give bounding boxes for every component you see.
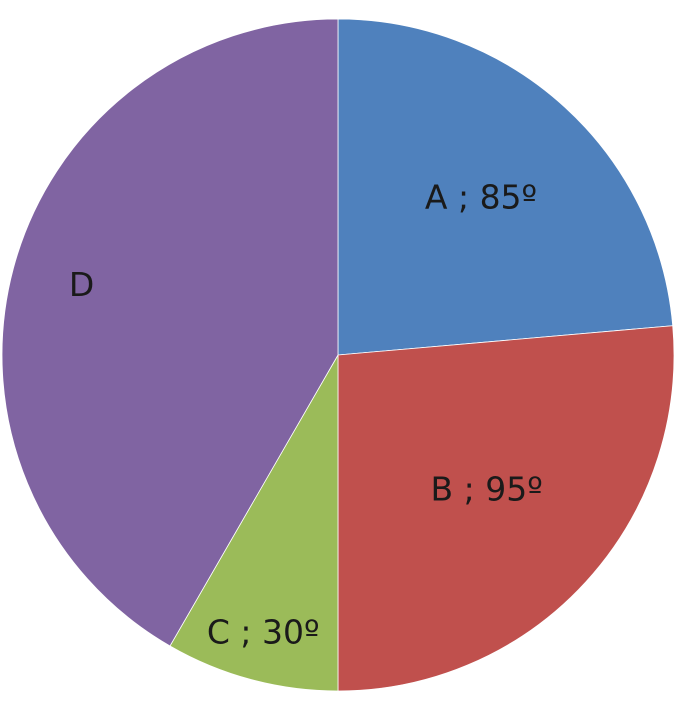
pie-label-a: A ; 85º (425, 177, 537, 216)
pie-label-b: B ; 95º (430, 470, 542, 509)
pie-slice-a (337, 18, 674, 356)
pie-labels: A ; 85º B ; 95º C ; 30º D (69, 177, 543, 651)
pie-slices (1, 18, 675, 692)
pie-label-c: C ; 30º (207, 613, 320, 652)
pie-slice-b (337, 325, 675, 692)
pie-label-d: D (69, 265, 94, 304)
pie-slice-c (169, 353, 339, 692)
pie-slice-d (1, 18, 339, 647)
